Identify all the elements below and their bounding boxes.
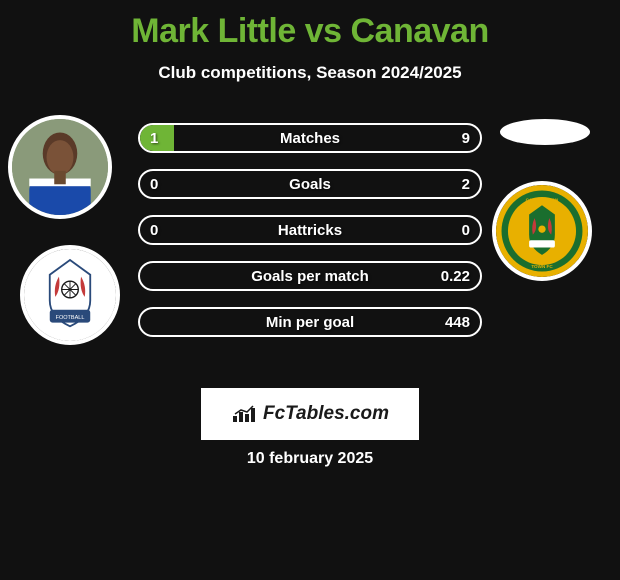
stat-value-right: 0.22 bbox=[441, 263, 470, 289]
stat-bar: 0Goals2 bbox=[138, 169, 482, 199]
club-badge-right: CAERNARFON TOWN FC bbox=[492, 181, 592, 281]
stat-value-right: 0 bbox=[462, 217, 470, 243]
stat-bar: 0Hattricks0 bbox=[138, 215, 482, 245]
stat-label: Goals per match bbox=[140, 263, 480, 289]
stat-value-right: 2 bbox=[462, 171, 470, 197]
snapshot-date: 10 february 2025 bbox=[0, 450, 620, 468]
right-player-column: CAERNARFON TOWN FC bbox=[498, 115, 592, 281]
watermark-text: FcTables.com bbox=[263, 403, 389, 425]
stat-label: Hattricks bbox=[140, 217, 480, 243]
club-crest-right-icon: CAERNARFON TOWN FC bbox=[496, 185, 588, 277]
stat-label: Min per goal bbox=[140, 309, 480, 335]
left-player-column: FOOTBALL bbox=[8, 115, 120, 345]
stat-label: Goals bbox=[140, 171, 480, 197]
club-crest-left-icon: FOOTBALL bbox=[24, 249, 116, 341]
chart-icon bbox=[231, 404, 259, 424]
stat-label: Matches bbox=[140, 125, 480, 151]
club-badge-left: FOOTBALL bbox=[20, 245, 120, 345]
player-avatar-left bbox=[8, 115, 112, 219]
svg-text:FOOTBALL: FOOTBALL bbox=[56, 315, 85, 321]
stat-bar: Min per goal448 bbox=[138, 307, 482, 337]
player-portrait-icon bbox=[12, 119, 108, 215]
stat-bar: Goals per match0.22 bbox=[138, 261, 482, 291]
svg-text:CAERNARFON: CAERNARFON bbox=[526, 198, 559, 203]
watermark: FcTables.com bbox=[201, 388, 419, 440]
player-avatar-right-placeholder bbox=[500, 119, 590, 145]
comparison-subtitle: Club competitions, Season 2024/2025 bbox=[0, 63, 620, 83]
svg-text:TOWN FC: TOWN FC bbox=[531, 264, 553, 269]
comparison-title: Mark Little vs Canavan bbox=[0, 0, 620, 51]
stats-bars: 1Matches90Goals20Hattricks0Goals per mat… bbox=[138, 123, 482, 353]
stat-bar: 1Matches9 bbox=[138, 123, 482, 153]
stat-value-right: 448 bbox=[445, 309, 470, 335]
stat-value-right: 9 bbox=[462, 125, 470, 151]
